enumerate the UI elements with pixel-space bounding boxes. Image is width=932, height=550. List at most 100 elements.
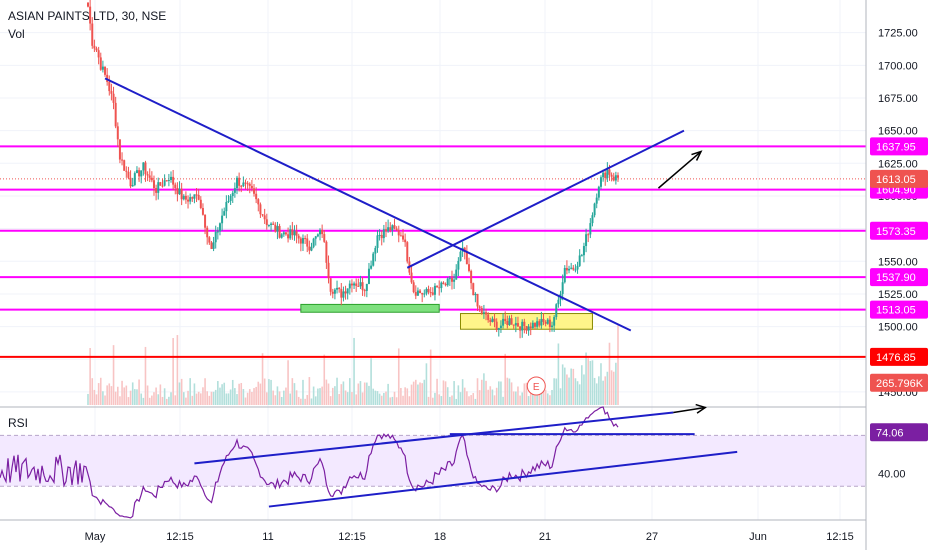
- candle: [489, 320, 492, 322]
- volume-bar: [265, 392, 268, 405]
- volume-bar: [236, 394, 238, 405]
- trendline[interactable]: [406, 129, 685, 269]
- volume-bar: [432, 397, 434, 405]
- horizontal-levels[interactable]: [0, 145, 866, 358]
- candle: [214, 231, 217, 243]
- candle: [525, 326, 528, 331]
- volume-bar: [440, 396, 443, 405]
- candle: [150, 177, 153, 181]
- volume-bar: [615, 362, 617, 405]
- consolidation-boxes[interactable]: [300, 303, 593, 330]
- candle: [293, 231, 296, 236]
- candle: [312, 238, 315, 247]
- volume-bar: [585, 352, 587, 405]
- volume-bar: [159, 384, 162, 405]
- candle: [561, 282, 564, 294]
- candle: [353, 283, 356, 286]
- candle: [533, 322, 536, 327]
- volume-bar: [182, 392, 185, 405]
- level-label-bg: [870, 300, 928, 319]
- arrow-shaft[interactable]: [657, 150, 702, 189]
- candle: [238, 177, 241, 186]
- candle: [591, 215, 594, 224]
- candle: [442, 282, 445, 284]
- volume-bar: [363, 382, 366, 405]
- volume-bar: [606, 371, 609, 405]
- candle: [506, 321, 509, 326]
- candle: [465, 251, 468, 265]
- volume-bar: [208, 395, 211, 405]
- candle: [495, 321, 498, 330]
- rsi-trendline[interactable]: [268, 450, 738, 508]
- volume-bar: [568, 377, 570, 405]
- candle: [574, 269, 577, 271]
- trendline[interactable]: [104, 77, 632, 332]
- candle: [223, 211, 226, 216]
- candle: [193, 194, 196, 199]
- volume-bar: [102, 391, 104, 405]
- candle: [316, 234, 319, 237]
- volume-bar: [142, 397, 145, 405]
- volume-bar: [138, 379, 140, 405]
- volume-bar: [112, 345, 115, 405]
- candle: [108, 81, 111, 92]
- candle: [131, 184, 134, 187]
- volume-bar: [470, 395, 472, 405]
- candle: [231, 192, 234, 197]
- volume-bar: [291, 378, 294, 405]
- rsi-value-label: 74.06: [876, 427, 904, 439]
- rsi-arrow-head[interactable]: [695, 403, 707, 414]
- volume-bar: [538, 387, 541, 405]
- volume-bar: [393, 391, 396, 405]
- volume-bar: [553, 378, 555, 405]
- candle: [240, 185, 243, 187]
- candle: [399, 235, 402, 237]
- candle: [199, 199, 202, 208]
- candle: [342, 291, 345, 298]
- volume-bar: [302, 379, 304, 405]
- candle: [282, 232, 285, 235]
- candle: [374, 247, 377, 254]
- candle: [325, 241, 328, 263]
- candle: [476, 293, 479, 307]
- volume-bar: [229, 389, 232, 405]
- rsi-trendline[interactable]: [194, 411, 674, 465]
- candle: [514, 323, 517, 326]
- volume-bar: [114, 391, 117, 405]
- candle: [267, 224, 270, 226]
- volume-bar: [502, 396, 504, 405]
- candle: [161, 185, 164, 187]
- volume-bar: [206, 391, 208, 405]
- volume-bar: [374, 390, 377, 405]
- volume-bar: [500, 381, 502, 405]
- trendlines[interactable]: E: [104, 77, 703, 396]
- volume-bar: [136, 389, 138, 405]
- candle: [291, 229, 294, 236]
- candle: [553, 317, 556, 326]
- volume-bar: [587, 358, 590, 405]
- volume-bar: [406, 388, 409, 405]
- volume-bar: [285, 387, 287, 405]
- candle: [542, 318, 545, 322]
- arrow-head[interactable]: [691, 150, 703, 161]
- volume-bar: [361, 392, 364, 405]
- earnings-marker[interactable]: [526, 376, 546, 396]
- support-box-green[interactable]: [300, 303, 440, 313]
- volume-bar: [127, 397, 130, 405]
- rsi-arrow-shaft[interactable]: [673, 406, 706, 414]
- candle: [178, 188, 181, 195]
- volume-bar: [125, 385, 128, 405]
- time-tick-label: 27: [646, 531, 658, 543]
- candle: [510, 318, 513, 325]
- candle: [512, 324, 515, 326]
- volume-bar: [238, 383, 240, 405]
- candle: [125, 170, 128, 172]
- volume-bar: [210, 391, 213, 405]
- volume-bar: [376, 391, 379, 405]
- candle: [459, 251, 462, 261]
- candle: [480, 308, 483, 314]
- rsi-band-fill: [0, 435, 866, 487]
- candle: [450, 278, 453, 282]
